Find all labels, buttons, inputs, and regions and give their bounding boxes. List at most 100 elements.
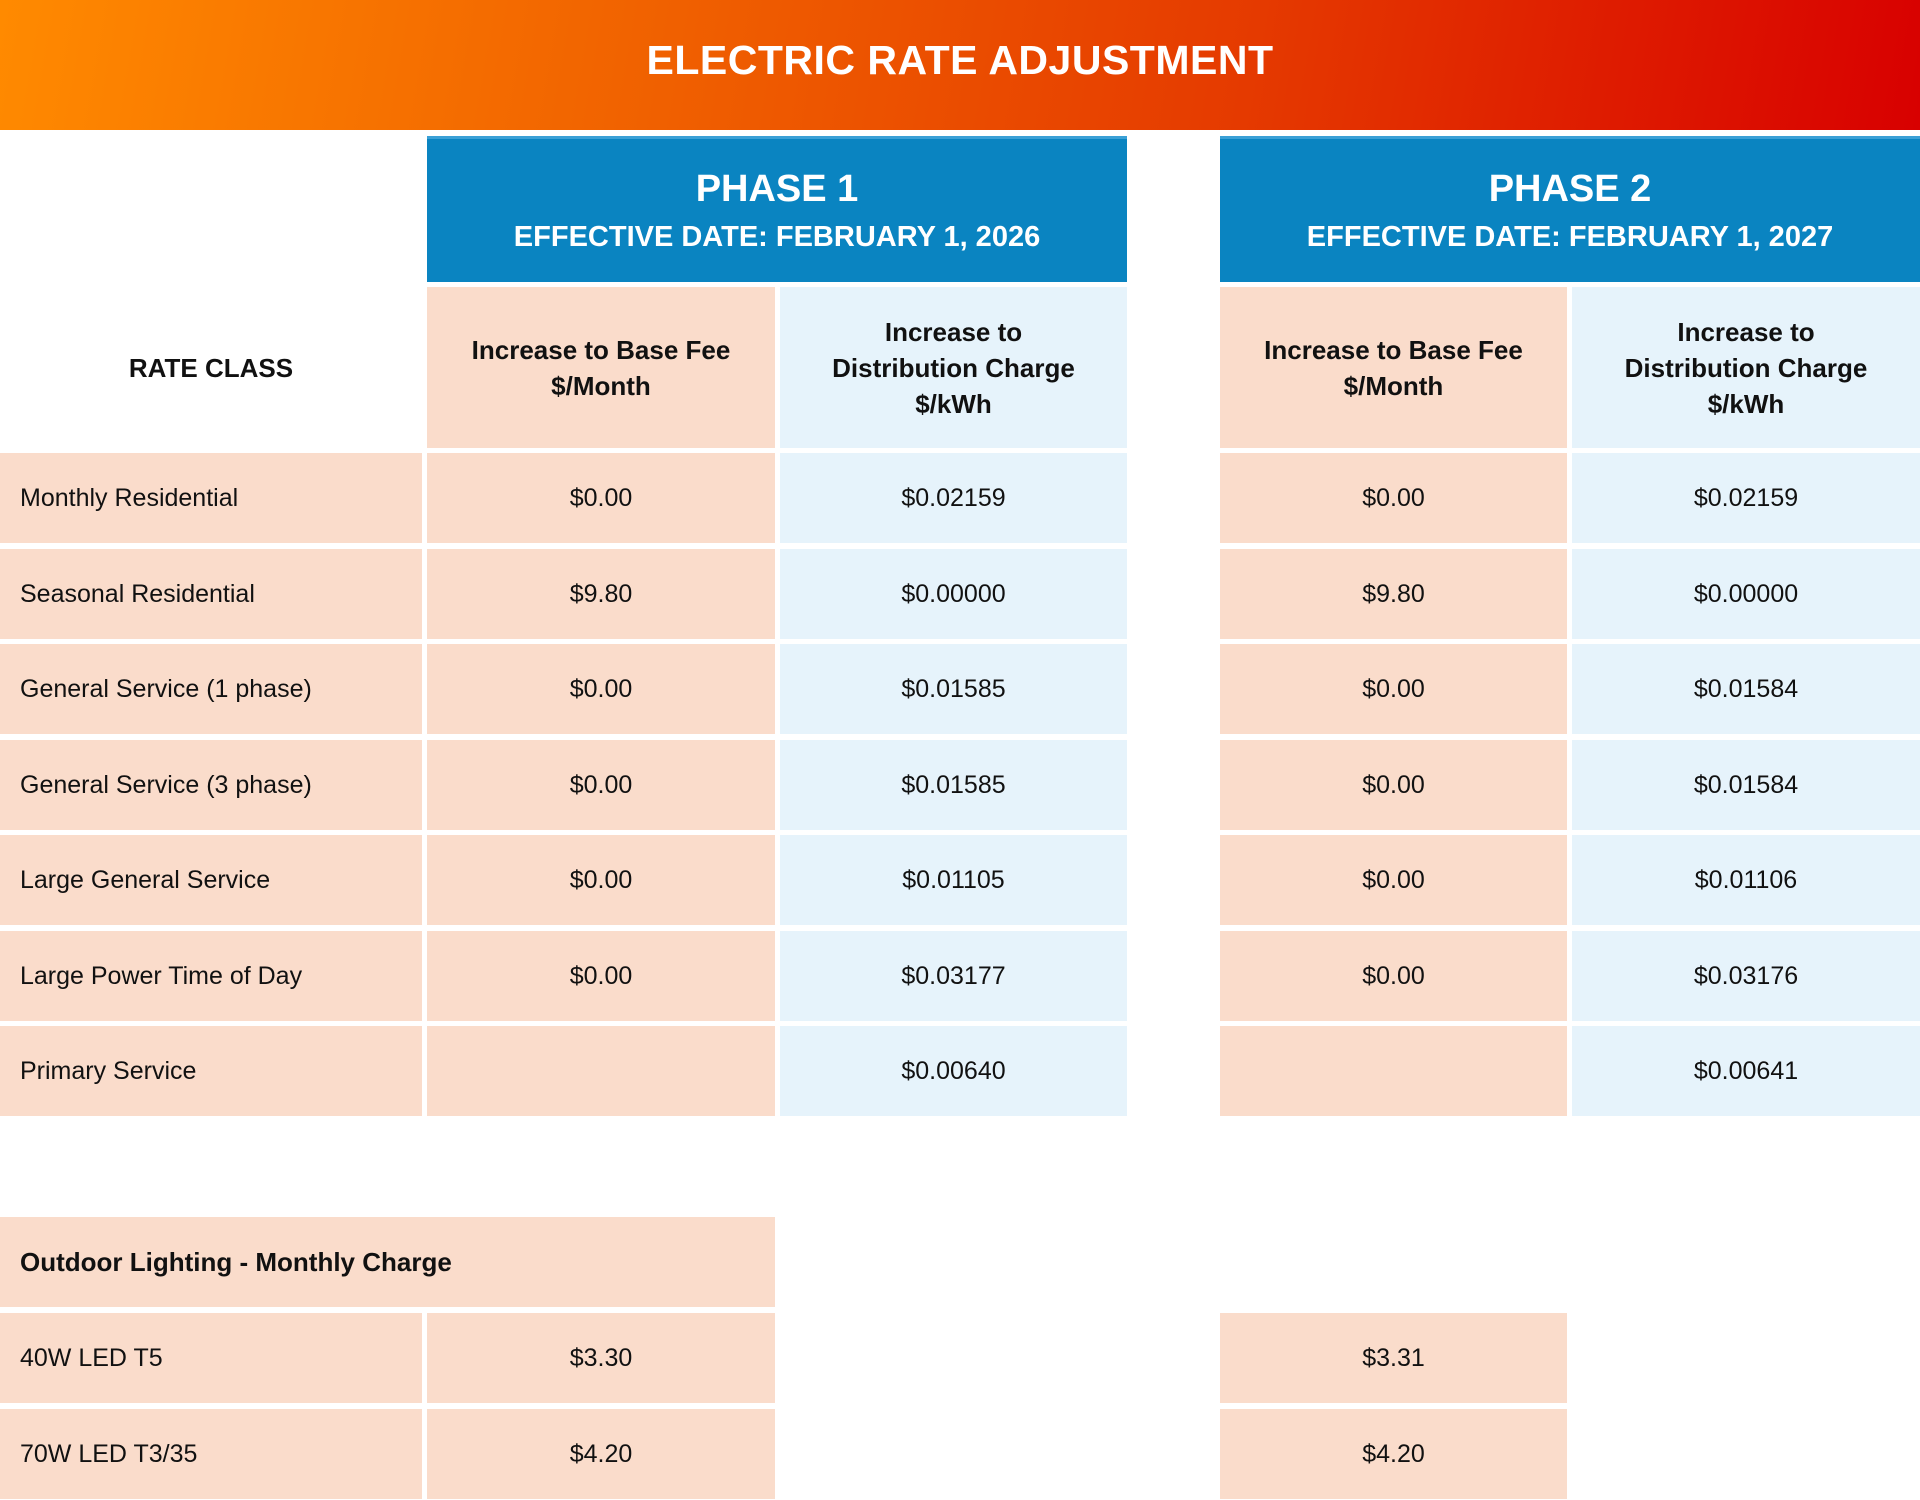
phase-2-distribution-text: $0.01584 (1693, 770, 1799, 799)
rate-class-header: RATE CLASS (0, 287, 422, 448)
phase-2-base-fee: $0.00 (1220, 835, 1567, 925)
phase-2-date: EFFECTIVE DATE: FEBRUARY 1, 2027 (1306, 220, 1834, 253)
distribution-header-line: $/kWh (915, 388, 992, 419)
phase-2-distribution: $0.02159 (1572, 453, 1920, 543)
phase-1-distribution: $0.02159 (780, 453, 1127, 543)
phase-2-base-fee: $0.00 (1220, 453, 1567, 543)
phase-2-base-fee (1220, 1026, 1567, 1116)
rate-class-name: Seasonal Residential (0, 549, 422, 639)
phase-1-base-fee-text: $0.00 (569, 961, 633, 990)
phase-2-base-fee-text: $0.00 (1362, 961, 1425, 990)
phase-2-base-fee-text: $0.00 (1362, 483, 1425, 512)
phase-1-base-fee-text: $0.00 (569, 865, 633, 894)
outdoor-lighting-heading: Outdoor Lighting - Monthly Charge (0, 1217, 775, 1307)
phase-1-base-fee-text: $0.00 (569, 674, 633, 703)
rate-class-name-text: Monthly Residential (20, 483, 239, 512)
rate-class-name-text: Seasonal Residential (20, 579, 255, 608)
phase-2-lighting-charge: $4.20 (1220, 1409, 1567, 1499)
phase-1-base-fee: $0.00 (427, 931, 775, 1021)
phase-1-distribution-text: $0.00640 (901, 1056, 1006, 1085)
phase-1-lighting-charge: $4.20 (427, 1409, 775, 1499)
phase-2-base-fee-header: Increase to Base Fee $/Month (1220, 287, 1567, 448)
distribution-header-line: Increase to (884, 316, 1023, 347)
phase-2-base-fee-text: $0.00 (1362, 770, 1425, 799)
distribution-header-line: Increase to (1677, 316, 1815, 347)
rate-class-name-text: Large Power Time of Day (20, 961, 303, 990)
phase-1-distribution: $0.00000 (780, 549, 1127, 639)
rate-class-name: General Service (3 phase) (0, 740, 422, 830)
phase-1-base-fee-text: $0.00 (569, 770, 633, 799)
lighting-name-text: 70W LED T3/35 (20, 1439, 198, 1468)
phase-2-lighting-charge-text: $4.20 (1362, 1439, 1425, 1468)
lighting-name: 40W LED T5 (0, 1313, 422, 1403)
phase-1-distribution: $0.01585 (780, 740, 1127, 830)
rate-class-name-text: Large General Service (20, 865, 271, 894)
distribution-header-line: $/kWh (1707, 388, 1785, 419)
phase-1-title: PHASE 1 (695, 167, 859, 210)
phase-1-base-fee: $0.00 (427, 644, 775, 734)
phase-2-distribution: $0.01584 (1572, 740, 1920, 830)
phase-2-lighting-charge-text: $3.31 (1362, 1343, 1425, 1372)
rate-class-name: Primary Service (0, 1026, 422, 1116)
rate-class-name: Large General Service (0, 835, 422, 925)
phase-1-header: PHASE 1 EFFECTIVE DATE: FEBRUARY 1, 2026 (427, 136, 1127, 282)
phase-1-base-fee-header: Increase to Base Fee $/Month (427, 287, 775, 448)
rate-class-name-text: Primary Service (20, 1056, 197, 1085)
phase-2-title: PHASE 2 (1488, 167, 1652, 210)
rate-class-name: Monthly Residential (0, 453, 422, 543)
phase-1-base-fee-text: $9.80 (569, 579, 633, 608)
phase-1-distribution-text: $0.01105 (902, 865, 1005, 894)
phase-1-distribution: $0.01105 (780, 835, 1127, 925)
phase-1-base-fee: $0.00 (427, 453, 775, 543)
phase-1-base-fee (427, 1026, 775, 1116)
phase-2-distribution: $0.00641 (1572, 1026, 1920, 1116)
rate-class-name: General Service (1 phase) (0, 644, 422, 734)
base-fee-header-line: $/Month (551, 370, 651, 401)
phase-1-base-fee: $9.80 (427, 549, 775, 639)
phase-2-base-fee-text: $0.00 (1362, 865, 1425, 894)
phase-1-distribution-header: Increase to Distribution Charge $/kWh (780, 287, 1127, 448)
phase-1-base-fee: $0.00 (427, 740, 775, 830)
phase-2-distribution-text: $0.01584 (1693, 674, 1799, 703)
phase-1-base-fee: $0.00 (427, 835, 775, 925)
lighting-name: 70W LED T3/35 (0, 1409, 422, 1499)
rate-class-name: Large Power Time of Day (0, 931, 422, 1021)
phase-1-distribution-text: $0.00000 (901, 579, 1006, 608)
page-title: ELECTRIC RATE ADJUSTMENT (646, 36, 1274, 83)
phase-1-lighting-charge: $3.30 (427, 1313, 775, 1403)
phase-1-date: EFFECTIVE DATE: FEBRUARY 1, 2026 (513, 220, 1041, 253)
phase-1-distribution-text: $0.01585 (901, 674, 1006, 703)
phase-2-distribution-text: $0.00641 (1693, 1056, 1799, 1085)
phase-2-distribution-text: $0.00000 (1693, 579, 1799, 608)
phase-2-distribution: $0.01106 (1572, 835, 1920, 925)
title-banner: ELECTRIC RATE ADJUSTMENT (0, 0, 1920, 130)
rate-class-name-text: General Service (1 phase) (20, 674, 312, 703)
phase-2-base-fee: $0.00 (1220, 644, 1567, 734)
distribution-header-line: Distribution Charge (832, 352, 1075, 383)
phase-1-distribution-text: $0.03177 (901, 961, 1006, 990)
phase-1-distribution-text: $0.01585 (901, 770, 1006, 799)
phase-2-base-fee: $0.00 (1220, 931, 1567, 1021)
distribution-header-line: Distribution Charge (1624, 352, 1868, 383)
phase-1-distribution: $0.00640 (780, 1026, 1127, 1116)
base-fee-header-line: $/Month (1343, 370, 1444, 401)
phase-2-base-fee-text: $9.80 (1362, 579, 1425, 608)
phase-2-distribution: $0.00000 (1572, 549, 1920, 639)
phase-2-base-fee: $0.00 (1220, 740, 1567, 830)
outdoor-heading-text: Outdoor Lighting - Monthly Charge (20, 1246, 452, 1277)
phase-2-distribution-text: $0.02159 (1693, 483, 1799, 512)
phase-2-distribution-text: $0.03176 (1693, 961, 1799, 990)
phase-2-distribution: $0.03176 (1572, 931, 1920, 1021)
phase-2-distribution-header: Increase to Distribution Charge $/kWh (1572, 287, 1920, 448)
base-fee-header-line: Increase to Base Fee (1264, 334, 1523, 365)
phase-2-distribution: $0.01584 (1572, 644, 1920, 734)
phase-2-header: PHASE 2 EFFECTIVE DATE: FEBRUARY 1, 2027 (1220, 136, 1920, 282)
phase-1-distribution: $0.01585 (780, 644, 1127, 734)
rate-class-label: RATE CLASS (128, 352, 294, 383)
phase-2-lighting-charge: $3.31 (1220, 1313, 1567, 1403)
phase-2-base-fee: $9.80 (1220, 549, 1567, 639)
phase-1-distribution: $0.03177 (780, 931, 1127, 1021)
phase-2-base-fee-text: $0.00 (1362, 674, 1425, 703)
base-fee-header-line: Increase to Base Fee (471, 334, 731, 365)
phase-2-distribution-text: $0.01106 (1694, 865, 1798, 894)
